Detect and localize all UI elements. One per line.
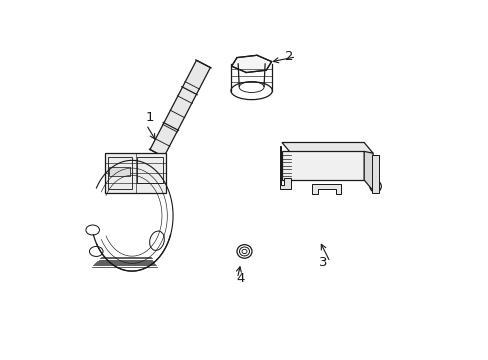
Polygon shape — [312, 184, 340, 194]
Polygon shape — [231, 55, 271, 72]
Text: 1: 1 — [145, 111, 154, 124]
Text: 2: 2 — [285, 50, 293, 63]
Polygon shape — [105, 153, 165, 193]
Polygon shape — [372, 155, 378, 193]
Text: 4: 4 — [236, 272, 244, 285]
Polygon shape — [282, 152, 364, 180]
Text: 3: 3 — [318, 256, 326, 269]
Polygon shape — [364, 152, 372, 191]
Polygon shape — [150, 60, 210, 157]
Polygon shape — [109, 167, 130, 176]
Polygon shape — [280, 146, 290, 189]
Polygon shape — [282, 143, 372, 153]
